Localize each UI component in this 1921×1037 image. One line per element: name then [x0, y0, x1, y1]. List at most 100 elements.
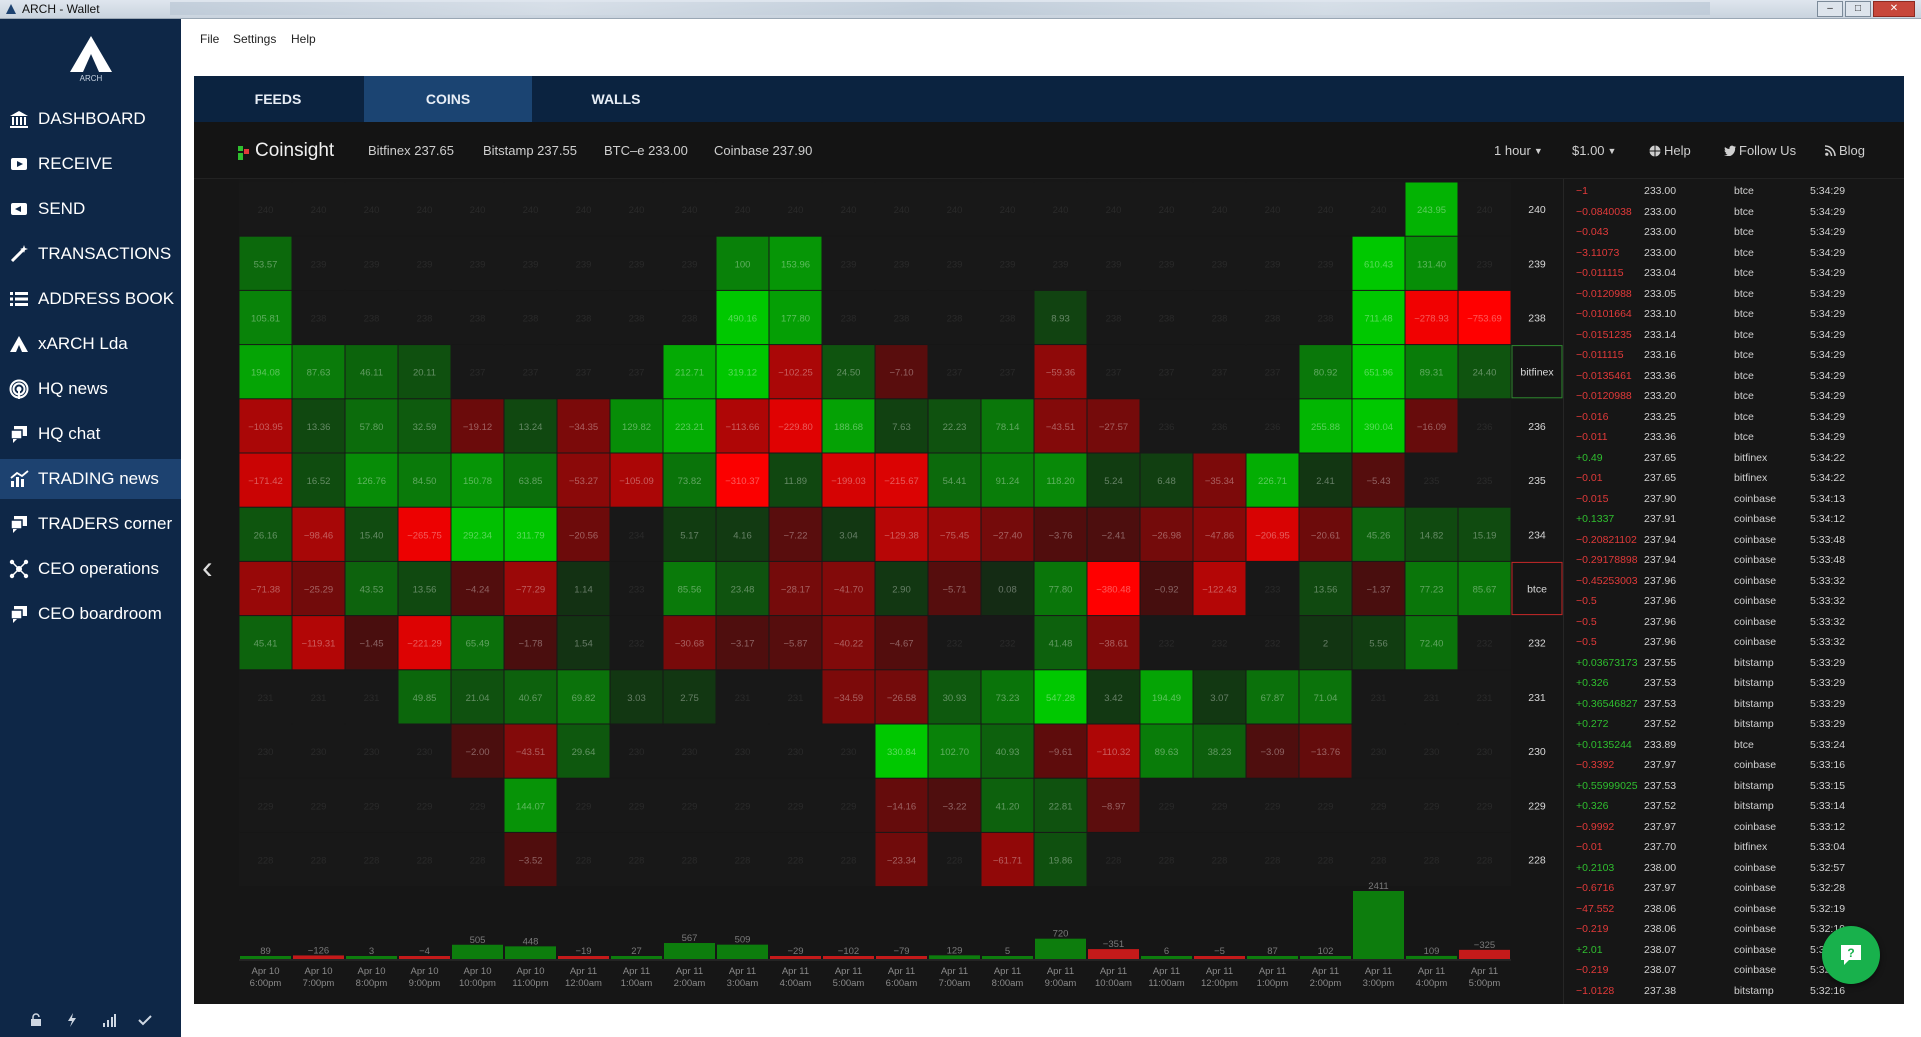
heatmap-cell[interactable] — [504, 345, 557, 399]
heatmap-cell[interactable] — [1140, 507, 1193, 561]
heatmap-cell[interactable] — [716, 616, 769, 670]
heatmap-cell[interactable] — [1140, 453, 1193, 507]
exchange-bitfinex[interactable]: Bitfinex 237.65 — [368, 143, 455, 158]
heatmap-cell[interactable] — [1405, 832, 1458, 887]
heatmap-cell[interactable] — [822, 778, 875, 832]
heatmap-cell[interactable] — [239, 345, 292, 399]
heatmap-cell[interactable] — [1246, 507, 1299, 561]
heatmap-cell[interactable] — [875, 236, 928, 290]
heatmap-cell[interactable] — [398, 290, 451, 345]
heatmap-cell[interactable] — [504, 616, 557, 670]
heatmap-cell[interactable] — [822, 832, 875, 887]
heatmap-cell[interactable] — [875, 290, 928, 345]
heatmap-cell[interactable] — [345, 236, 398, 290]
heatmap-cell[interactable] — [1034, 778, 1087, 832]
heatmap-cell[interactable] — [769, 453, 822, 507]
heatmap-cell[interactable] — [1034, 616, 1087, 670]
heatmap-cell[interactable] — [557, 236, 610, 290]
heatmap-cell[interactable] — [822, 345, 875, 399]
heatmap-cell[interactable] — [610, 778, 663, 832]
heatmap-cell[interactable] — [1087, 453, 1140, 507]
heatmap-cell[interactable] — [769, 724, 822, 778]
heatmap-cell[interactable] — [769, 399, 822, 453]
heatmap-cell[interactable] — [1458, 724, 1511, 778]
heatmap-cell[interactable] — [875, 724, 928, 778]
heatmap-cell[interactable] — [1193, 290, 1246, 345]
heatmap-cell[interactable] — [716, 724, 769, 778]
heatmap-cell[interactable] — [1193, 724, 1246, 778]
heatmap-cell[interactable] — [610, 616, 663, 670]
heatmap-cell[interactable] — [345, 832, 398, 887]
heatmap-cell[interactable] — [1458, 345, 1511, 399]
heatmap-cell[interactable] — [663, 182, 716, 236]
heatmap-cell[interactable] — [345, 724, 398, 778]
heatmap-cell[interactable] — [557, 345, 610, 399]
heatmap-cell[interactable] — [769, 507, 822, 561]
heatmap-cell[interactable] — [398, 345, 451, 399]
heatmap-cell[interactable] — [1034, 561, 1087, 616]
heatmap-cell[interactable] — [504, 182, 557, 236]
heatmap-cell[interactable] — [875, 561, 928, 616]
heatmap-cell[interactable] — [1140, 832, 1193, 887]
heatmap-cell[interactable] — [1140, 345, 1193, 399]
heatmap-cell[interactable] — [1087, 399, 1140, 453]
heatmap-cell[interactable] — [1034, 507, 1087, 561]
heatmap-cell[interactable] — [663, 507, 716, 561]
exchange-bitstamp[interactable]: Bitstamp 237.55 — [483, 143, 577, 158]
heatmap-cell[interactable] — [1458, 832, 1511, 887]
sidebar-item-traders-corner[interactable]: TRADERS corner — [0, 504, 181, 544]
heatmap-cell[interactable] — [769, 182, 822, 236]
heatmap-cell[interactable] — [451, 724, 504, 778]
sidebar-item-xarch-lda[interactable]: xARCH Lda — [0, 324, 181, 364]
heatmap-cell[interactable] — [1352, 453, 1405, 507]
heatmap-cell[interactable] — [1140, 236, 1193, 290]
heatmap-cell[interactable] — [1352, 670, 1405, 724]
heatmap-cell[interactable] — [1034, 453, 1087, 507]
heatmap-cell[interactable] — [1352, 778, 1405, 832]
heatmap-cell[interactable] — [1140, 670, 1193, 724]
heatmap-cell[interactable] — [1193, 345, 1246, 399]
heatmap-cell[interactable] — [557, 561, 610, 616]
heatmap-cell[interactable] — [663, 453, 716, 507]
heatmap-cell[interactable] — [345, 561, 398, 616]
heatmap-cell[interactable] — [1352, 724, 1405, 778]
heatmap-cell[interactable] — [769, 236, 822, 290]
heatmap-cell[interactable] — [928, 561, 981, 616]
exchange-btce[interactable]: BTC–e 233.00 — [604, 143, 688, 158]
heatmap-cell[interactable] — [1458, 507, 1511, 561]
heatmap-cell[interactable] — [1087, 236, 1140, 290]
heatmap-cell[interactable] — [1193, 399, 1246, 453]
heatmap-cell[interactable] — [928, 507, 981, 561]
sidebar-item-receive[interactable]: RECEIVE — [0, 144, 181, 184]
heatmap-cell[interactable] — [504, 236, 557, 290]
heatmap-cell[interactable] — [504, 399, 557, 453]
heatmap-cell[interactable] — [875, 453, 928, 507]
sidebar-item-ceo-boardroom[interactable]: CEO boardroom — [0, 594, 181, 634]
heatmap-cell[interactable] — [1458, 453, 1511, 507]
heatmap-cell[interactable] — [1246, 399, 1299, 453]
heatmap-cell[interactable] — [875, 182, 928, 236]
heatmap-cell[interactable] — [981, 778, 1034, 832]
heatmap-cell[interactable] — [716, 507, 769, 561]
heatmap-cell[interactable] — [610, 724, 663, 778]
heatmap-cell[interactable] — [292, 182, 345, 236]
heatmap-cell[interactable] — [504, 507, 557, 561]
menu-settings[interactable]: Settings — [233, 32, 277, 46]
heatmap-cell[interactable] — [557, 778, 610, 832]
heatmap-cell[interactable] — [1299, 724, 1352, 778]
heatmap-cell[interactable] — [875, 832, 928, 887]
heatmap-cell[interactable] — [1299, 290, 1352, 345]
heatmap-cell[interactable] — [981, 507, 1034, 561]
heatmap-cell[interactable] — [1458, 561, 1511, 616]
heatmap-cell[interactable] — [451, 616, 504, 670]
heatmap-cell[interactable] — [1087, 724, 1140, 778]
heatmap-cell[interactable] — [663, 832, 716, 887]
coinsight-logo[interactable]: Coinsight — [238, 140, 334, 162]
close-button[interactable]: ✕ — [1873, 1, 1915, 17]
heatmap-cell[interactable] — [1034, 182, 1087, 236]
heatmap-cell[interactable] — [504, 724, 557, 778]
heatmap-cell[interactable] — [822, 290, 875, 345]
heatmap-cell[interactable] — [1405, 778, 1458, 832]
heatmap-cell[interactable] — [1299, 399, 1352, 453]
heatmap-cell[interactable] — [1299, 345, 1352, 399]
